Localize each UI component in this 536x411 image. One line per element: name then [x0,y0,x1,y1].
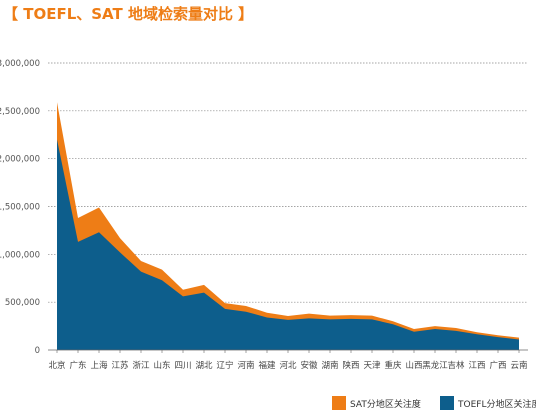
x-tick-label: 湖北 [195,361,213,371]
y-tick-label: 1,500,000 [0,203,40,213]
y-tick-label: 2,000,000 [0,155,40,165]
x-tick-label: 陕西 [342,360,359,371]
x-tick-label: 江苏 [111,360,129,371]
y-tick-label: 3,000,000 [0,59,40,69]
sat-area [57,102,519,350]
x-tick-label: 浙江 [132,360,150,371]
axis-layer [48,349,528,353]
x-tick-label: 云南 [510,360,527,371]
legend-sat-swatch [332,396,346,410]
x-tick-label: 吉林 [447,360,465,371]
y-tick-label: 2,500,000 [0,107,40,117]
x-tick-label: 河南 [237,360,254,371]
x-tick-label: 广东 [69,360,86,371]
area-layer [57,102,519,350]
x-tick-label: 四川 [174,361,191,371]
x-tick-label: 福建 [258,360,276,371]
grid-layer [48,62,528,303]
x-tick-label: 山东 [153,360,170,371]
chart-title: 【 TOEFL、SAT 地域检索量对比 】 [3,5,254,23]
y-tick-label: 0 [35,346,40,356]
toefl-area [57,139,519,350]
x-tick-label: 江西 [468,361,485,371]
legend-toefl-swatch [440,396,454,410]
area-chart: 0 500,000 1,000,000 1,500,000 2,000,000 2,500… [0,59,528,371]
y-tick-label: 1,000,000 [0,250,40,260]
x-tick-label: 山西 [405,360,422,371]
x-tick-label: 广西 [489,360,506,371]
legend-toefl: TOEFL分地区关注度 [440,396,536,410]
legend-sat-label: SAT分地区关注度 [350,399,421,410]
legend-toefl-label: TOEFL分地区关注度 [458,399,536,410]
x-tick-label: 上海 [90,360,108,371]
y-tick-label: 500,000 [5,298,40,308]
x-tick-label: 安徽 [300,360,318,371]
label-layer: 0 500,000 1,000,000 1,500,000 2,000,000 2,500… [0,59,528,371]
x-tick-label: 河北 [279,360,297,371]
x-tick-label: 辽宁 [216,360,233,371]
x-tick-label: 天津 [363,360,381,371]
x-tick-label: 北京 [48,360,65,371]
x-tick-label: 黑龙江 [422,360,448,371]
x-tick-label: 湖南 [321,360,338,371]
x-tick-label: 重庆 [384,360,402,371]
legend-sat: SAT分地区关注度 [332,396,421,410]
